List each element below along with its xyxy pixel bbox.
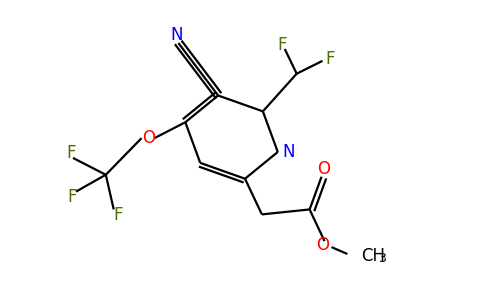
- Text: O: O: [317, 160, 330, 178]
- Text: F: F: [67, 188, 77, 206]
- Text: N: N: [283, 143, 295, 161]
- Text: O: O: [316, 236, 329, 254]
- Text: F: F: [326, 50, 335, 68]
- Text: CH: CH: [362, 247, 385, 265]
- Text: F: F: [113, 206, 122, 224]
- Text: O: O: [142, 129, 155, 147]
- Text: 3: 3: [378, 253, 386, 266]
- Text: F: F: [277, 36, 287, 54]
- Text: F: F: [66, 144, 76, 162]
- Text: N: N: [170, 26, 182, 44]
